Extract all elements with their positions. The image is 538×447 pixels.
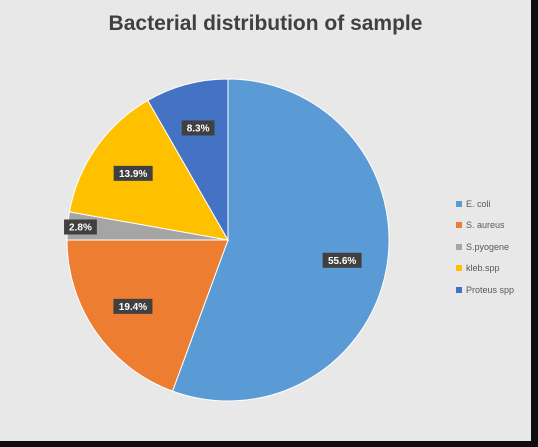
data-label-1: 19.4% — [113, 298, 153, 314]
legend-label-0: E. coli — [466, 198, 491, 209]
data-label-text-3: 13.9% — [119, 169, 147, 180]
chart-title: Bacterial distribution of sample — [108, 12, 423, 35]
legend-item-3: kleb.spp — [456, 258, 532, 280]
data-label-box-2 — [64, 219, 97, 235]
data-label-box-0 — [322, 252, 362, 268]
data-label-text-0: 55.6% — [328, 256, 356, 267]
legend-swatch-4 — [456, 286, 462, 293]
pie-slice-1 — [66, 239, 229, 392]
legend-label-4: Proteus spp — [466, 284, 515, 295]
data-label-text-2: 2.8% — [69, 222, 92, 233]
legend-swatch-2 — [456, 243, 462, 250]
legend-item-4: Proteus spp — [456, 279, 532, 301]
legend-swatch-3 — [456, 265, 462, 272]
data-label-3: 13.9% — [113, 165, 153, 181]
pie-chart: 55.6% 19.4% 2.8% 13.9% 8.3% — [64, 78, 390, 402]
legend-item-1: S. aureus — [456, 215, 532, 237]
legend-swatch-0 — [456, 200, 462, 207]
data-label-box-3 — [113, 165, 153, 181]
legend-item-0: E. coli — [456, 193, 532, 215]
chart-area: Bacterial distribution of sample 55.6% 19… — [0, 0, 531, 441]
data-label-text-4: 8.3% — [187, 123, 210, 134]
data-label-4: 8.3% — [181, 120, 215, 136]
data-label-0: 55.6% — [322, 252, 362, 268]
legend-swatch-1 — [456, 222, 462, 229]
window-edge-bottom — [0, 441, 538, 447]
legend-label-1: S. aureus — [466, 220, 505, 231]
pie-slice-0 — [171, 78, 390, 402]
legend-label-2: S.pyogene — [466, 241, 510, 252]
window-edge-right — [531, 0, 538, 447]
legend: E. coli S. aureus S.pyogene kleb.spp Proteus… — [456, 193, 532, 301]
data-label-box-4 — [181, 120, 215, 136]
legend-label-3: kleb.spp — [466, 263, 500, 274]
legend-item-2: S.pyogene — [456, 236, 532, 258]
pie-slice-4 — [147, 78, 229, 242]
data-label-text-1: 19.4% — [119, 302, 147, 313]
data-label-box-1 — [113, 298, 153, 314]
data-label-2: 2.8% — [64, 219, 97, 235]
